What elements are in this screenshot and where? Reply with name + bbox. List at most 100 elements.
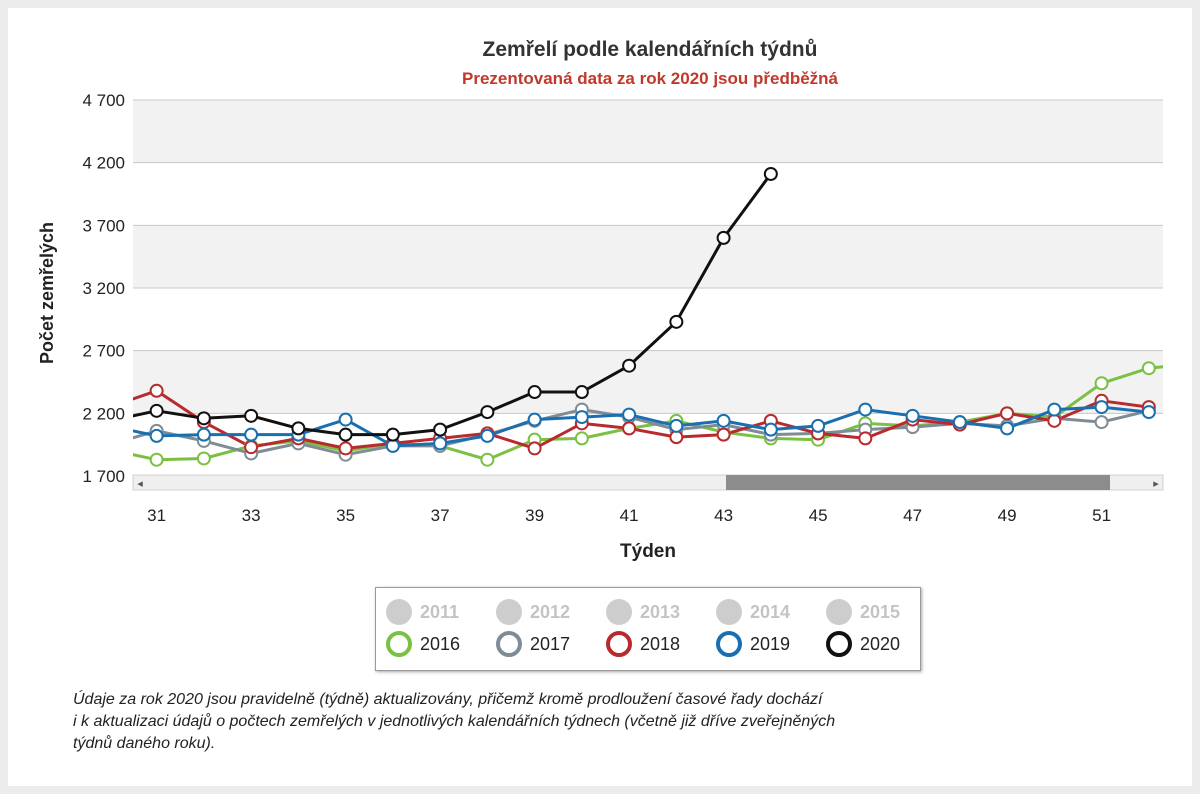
data-point-2020[interactable] — [433, 422, 448, 437]
legend-marker-icon — [606, 599, 632, 625]
data-point-2020[interactable] — [763, 166, 778, 181]
data-point-2019[interactable] — [574, 410, 589, 425]
data-point-2018[interactable] — [244, 440, 259, 455]
x-axis-tick-labels: 31 33 35 37 39 41 43 45 47 49 51 — [147, 506, 1111, 525]
data-point-2018[interactable] — [149, 383, 164, 398]
data-point-2019[interactable] — [385, 438, 400, 453]
data-point-2020[interactable] — [527, 385, 542, 400]
data-point-2018[interactable] — [716, 427, 731, 442]
data-point-2016[interactable] — [1141, 361, 1156, 376]
data-point-2016[interactable] — [103, 444, 115, 456]
scroll-right-arrow-icon[interactable]: ▸ — [1153, 477, 1159, 490]
legend-label: 2011 — [420, 601, 460, 622]
data-point-2020[interactable] — [291, 421, 306, 436]
legend-item-2019[interactable]: 2019 — [716, 629, 826, 659]
data-point-2018[interactable] — [1000, 406, 1015, 421]
data-point-2018[interactable] — [858, 431, 873, 446]
x-tick-label: 49 — [998, 506, 1017, 525]
legend-item-2016[interactable]: 2016 — [386, 629, 496, 659]
data-point-2020[interactable] — [338, 427, 353, 442]
legend-label: 2016 — [420, 633, 461, 654]
data-point-2019[interactable] — [811, 418, 826, 433]
data-point-2020[interactable] — [622, 358, 637, 373]
data-point-2019[interactable] — [622, 407, 637, 422]
data-point-2020[interactable] — [716, 230, 731, 245]
scrollbar-thumb[interactable] — [726, 475, 1110, 490]
data-point-2018[interactable] — [622, 421, 637, 436]
data-point-2019[interactable] — [1000, 421, 1015, 436]
scroll-left-arrow-icon[interactable]: ◂ — [137, 477, 143, 490]
x-tick-label: 45 — [809, 506, 828, 525]
legend-marker-icon — [386, 599, 412, 625]
data-point-2018[interactable] — [338, 441, 353, 456]
data-point-2020[interactable] — [196, 411, 211, 426]
legend-marker-icon — [496, 631, 522, 657]
data-point-2019[interactable] — [763, 422, 778, 437]
data-point-2016[interactable] — [1094, 376, 1109, 391]
data-point-2019[interactable] — [952, 415, 967, 430]
legend-item-2018[interactable]: 2018 — [606, 629, 716, 659]
data-point-2019[interactable] — [1047, 402, 1062, 417]
plot-band — [133, 350, 1163, 414]
x-tick-label: 43 — [714, 506, 733, 525]
y-tick-label: 3 200 — [82, 279, 125, 298]
data-point-2019[interactable] — [149, 428, 164, 443]
legend-row-active: 2016 2017 2018 2019 2020 — [386, 629, 936, 659]
data-point-2020[interactable] — [149, 403, 164, 418]
data-point-2019[interactable] — [905, 408, 920, 423]
data-point-2017[interactable] — [1094, 415, 1109, 430]
legend-marker-icon — [386, 631, 412, 657]
x-tick-label: 47 — [903, 506, 922, 525]
legend-marker-icon — [606, 631, 632, 657]
x-axis-title: Týden — [620, 541, 676, 562]
y-tick-label: 2 700 — [82, 342, 125, 361]
data-point-2019[interactable] — [1141, 405, 1156, 420]
data-point-2018[interactable] — [1047, 413, 1062, 428]
data-point-2019[interactable] — [858, 402, 873, 417]
legend: 2011 2012 2013 2014 2015 2016 2017 — [375, 587, 921, 671]
legend-item-2011[interactable]: 2011 — [386, 597, 496, 627]
y-tick-label: 4 700 — [82, 91, 125, 110]
y-tick-label: 3 700 — [82, 216, 125, 235]
legend-item-2014[interactable]: 2014 — [716, 597, 826, 627]
data-point-2016[interactable] — [1190, 357, 1200, 369]
data-point-2020[interactable] — [385, 427, 400, 442]
data-point-2019[interactable] — [338, 412, 353, 427]
data-point-2020[interactable] — [669, 314, 684, 329]
data-point-2019[interactable] — [527, 412, 542, 427]
legend-item-2015[interactable]: 2015 — [826, 597, 936, 627]
data-point-2018[interactable] — [669, 430, 684, 445]
data-point-2016[interactable] — [196, 451, 211, 466]
data-point-2020[interactable] — [244, 408, 259, 423]
legend-item-2020[interactable]: 2020 — [826, 629, 936, 659]
chart-subtitle: Prezentovaná data za rok 2020 jsou předb… — [461, 69, 839, 88]
data-point-2017[interactable] — [103, 439, 115, 451]
data-point-2016[interactable] — [149, 452, 164, 467]
data-point-2019[interactable] — [1094, 400, 1109, 415]
data-point-2020[interactable] — [480, 405, 495, 420]
legend-marker-icon — [716, 599, 742, 625]
data-point-2020[interactable] — [574, 385, 589, 400]
data-point-2019[interactable] — [196, 427, 211, 442]
data-point-2019[interactable] — [716, 413, 731, 428]
x-tick-label: 41 — [620, 506, 639, 525]
data-point-2019[interactable] — [244, 427, 259, 442]
data-point-2018[interactable] — [527, 441, 542, 456]
plot-bands — [133, 100, 1163, 476]
plot-band — [133, 288, 1163, 351]
legend-marker-icon — [496, 599, 522, 625]
data-point-2016[interactable] — [574, 431, 589, 446]
data-point-2016[interactable] — [480, 452, 495, 467]
legend-item-2012[interactable]: 2012 — [496, 597, 606, 627]
x-tick-label: 31 — [147, 506, 166, 525]
legend-item-2017[interactable]: 2017 — [496, 629, 606, 659]
data-point-2019[interactable] — [669, 418, 684, 433]
scrollbar[interactable]: ◂ ▸ — [132, 474, 1164, 491]
legend-item-2013[interactable]: 2013 — [606, 597, 716, 627]
data-point-2019[interactable] — [480, 428, 495, 443]
legend-label: 2012 — [530, 601, 571, 622]
footnote-line: i k aktualizaci údajů o počtech zemřelýc… — [73, 713, 836, 730]
y-axis-title: Počet zemřelých — [37, 222, 57, 364]
data-point-2019[interactable] — [433, 436, 448, 451]
series-points — [103, 166, 1200, 467]
